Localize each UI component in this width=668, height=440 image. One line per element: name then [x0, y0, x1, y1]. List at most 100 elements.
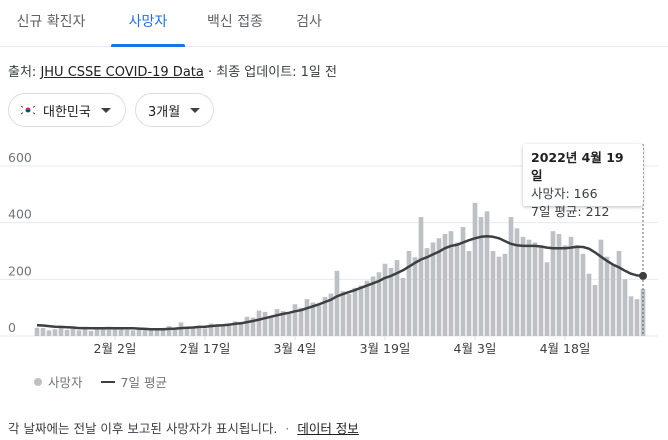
bar-deaths — [520, 236, 526, 336]
bar-deaths — [412, 257, 418, 336]
bar-deaths — [616, 251, 622, 336]
bar-deaths — [94, 328, 100, 336]
bar-deaths — [574, 245, 580, 336]
y-tick-label: 600 — [8, 150, 32, 165]
bar-deaths — [448, 231, 454, 336]
x-tick-label: 4월 3일 — [454, 341, 497, 356]
bar-deaths — [208, 323, 214, 336]
bar-deaths — [526, 239, 532, 336]
bar-deaths — [280, 311, 286, 336]
bar-deaths — [454, 242, 460, 336]
bar-deaths — [400, 277, 406, 336]
bar-deaths — [76, 330, 82, 336]
tab-deaths[interactable]: 사망자 — [111, 0, 185, 47]
tab-label: 백신 접종 — [207, 14, 263, 30]
bar-deaths — [352, 287, 358, 336]
tab-vaccination[interactable]: 백신 접종 — [195, 0, 275, 46]
x-tick-label: 3월 19일 — [360, 341, 411, 356]
bar-deaths — [46, 330, 52, 336]
bar-deaths — [316, 305, 322, 336]
period-dropdown[interactable]: 3개월 — [135, 93, 214, 127]
footer-note: 각 날짜에는 전날 이후 보고된 사망자가 표시됩니다. · 데이터 정보 — [8, 418, 359, 437]
legend-average-swatch — [100, 380, 115, 383]
source-link[interactable]: JHU CSSE COVID-19 Data — [40, 65, 204, 80]
bar-deaths — [340, 291, 346, 336]
x-tick-label: 2월 17일 — [180, 341, 231, 356]
tab-label: 검사 — [296, 14, 322, 30]
bar-deaths — [202, 328, 208, 336]
bar-deaths — [322, 296, 328, 336]
average-line — [36, 235, 644, 331]
bar-deaths — [232, 321, 238, 336]
bar-deaths — [508, 217, 514, 336]
bar-deaths — [274, 309, 280, 336]
bar-deaths — [136, 328, 142, 336]
bar-deaths — [112, 328, 118, 336]
bar-deaths — [172, 327, 178, 336]
south-korea-flag-icon — [19, 104, 37, 116]
bar-deaths — [376, 272, 382, 336]
bar-deaths — [328, 293, 334, 336]
bar-deaths — [580, 253, 586, 336]
tab-bar: 신규 확진자 사망자 백신 접종 검사 — [0, 0, 668, 47]
bar-deaths — [502, 253, 508, 336]
bar-deaths — [70, 328, 76, 336]
bar-deaths — [298, 307, 304, 336]
bar-deaths — [334, 270, 340, 336]
bar-deaths — [436, 238, 442, 336]
legend-deaths-swatch — [34, 377, 42, 386]
bar-deaths — [430, 242, 436, 336]
bar-deaths — [424, 248, 430, 336]
bar-deaths — [418, 217, 424, 336]
bar-deaths — [550, 231, 556, 336]
bar-deaths — [598, 239, 604, 336]
bar-deaths — [154, 329, 160, 336]
bar-deaths — [268, 316, 274, 336]
tab-label: 사망자 — [128, 14, 168, 30]
bar-deaths — [184, 327, 190, 336]
bar-deaths — [388, 268, 394, 336]
bar-deaths — [568, 236, 574, 336]
region-label: 대한민국 — [43, 104, 91, 120]
bar-deaths — [64, 329, 70, 336]
bar-deaths — [124, 329, 130, 336]
bar-deaths — [592, 285, 598, 336]
y-tick-label: 400 — [8, 207, 32, 222]
bar-deaths — [262, 311, 268, 336]
bar-deaths — [370, 276, 376, 336]
y-tick-label: 0 — [8, 320, 16, 335]
bar-deaths — [118, 328, 124, 336]
bar-deaths — [310, 302, 316, 336]
tab-new-cases[interactable]: 신규 확진자 — [8, 0, 94, 46]
bar-deaths — [214, 324, 220, 336]
tab-testing[interactable]: 검사 — [286, 0, 332, 46]
bar-deaths — [490, 251, 496, 336]
active-tab-indicator — [111, 44, 185, 47]
legend-deaths-label: 사망자 — [48, 375, 83, 390]
bar-deaths — [148, 329, 154, 336]
bar-deaths — [88, 330, 94, 336]
bar-deaths — [358, 285, 364, 336]
bar-deaths — [160, 330, 166, 336]
bar-deaths — [52, 329, 58, 336]
bar-deaths — [196, 325, 202, 336]
bar-deaths — [394, 260, 400, 336]
bar-deaths — [238, 322, 244, 336]
chevron-down-icon — [100, 107, 111, 113]
bar-deaths — [622, 279, 628, 336]
bar-deaths — [460, 226, 466, 336]
deaths-chart[interactable]: 0 200 400 600 2월 2일 2월 17일 3월 4일 3월 19일 4월 3일 4월 … — [0, 140, 668, 365]
bar-deaths — [484, 211, 490, 336]
bar-deaths — [304, 299, 310, 336]
chevron-down-icon — [190, 107, 201, 113]
bar-deaths — [538, 245, 544, 336]
period-label: 3개월 — [148, 104, 181, 120]
chart-tooltip: 2022년 4월 19일 사망자: 166 7일 평균: 212 — [523, 144, 643, 219]
bar-deaths — [106, 329, 112, 336]
bar-deaths — [58, 327, 64, 336]
bar-deaths — [256, 310, 262, 336]
data-info-link[interactable]: 데이터 정보 — [297, 421, 359, 436]
bar-deaths — [628, 296, 634, 336]
bar-deaths — [634, 299, 640, 336]
region-dropdown[interactable]: 대한민국 — [8, 93, 126, 127]
